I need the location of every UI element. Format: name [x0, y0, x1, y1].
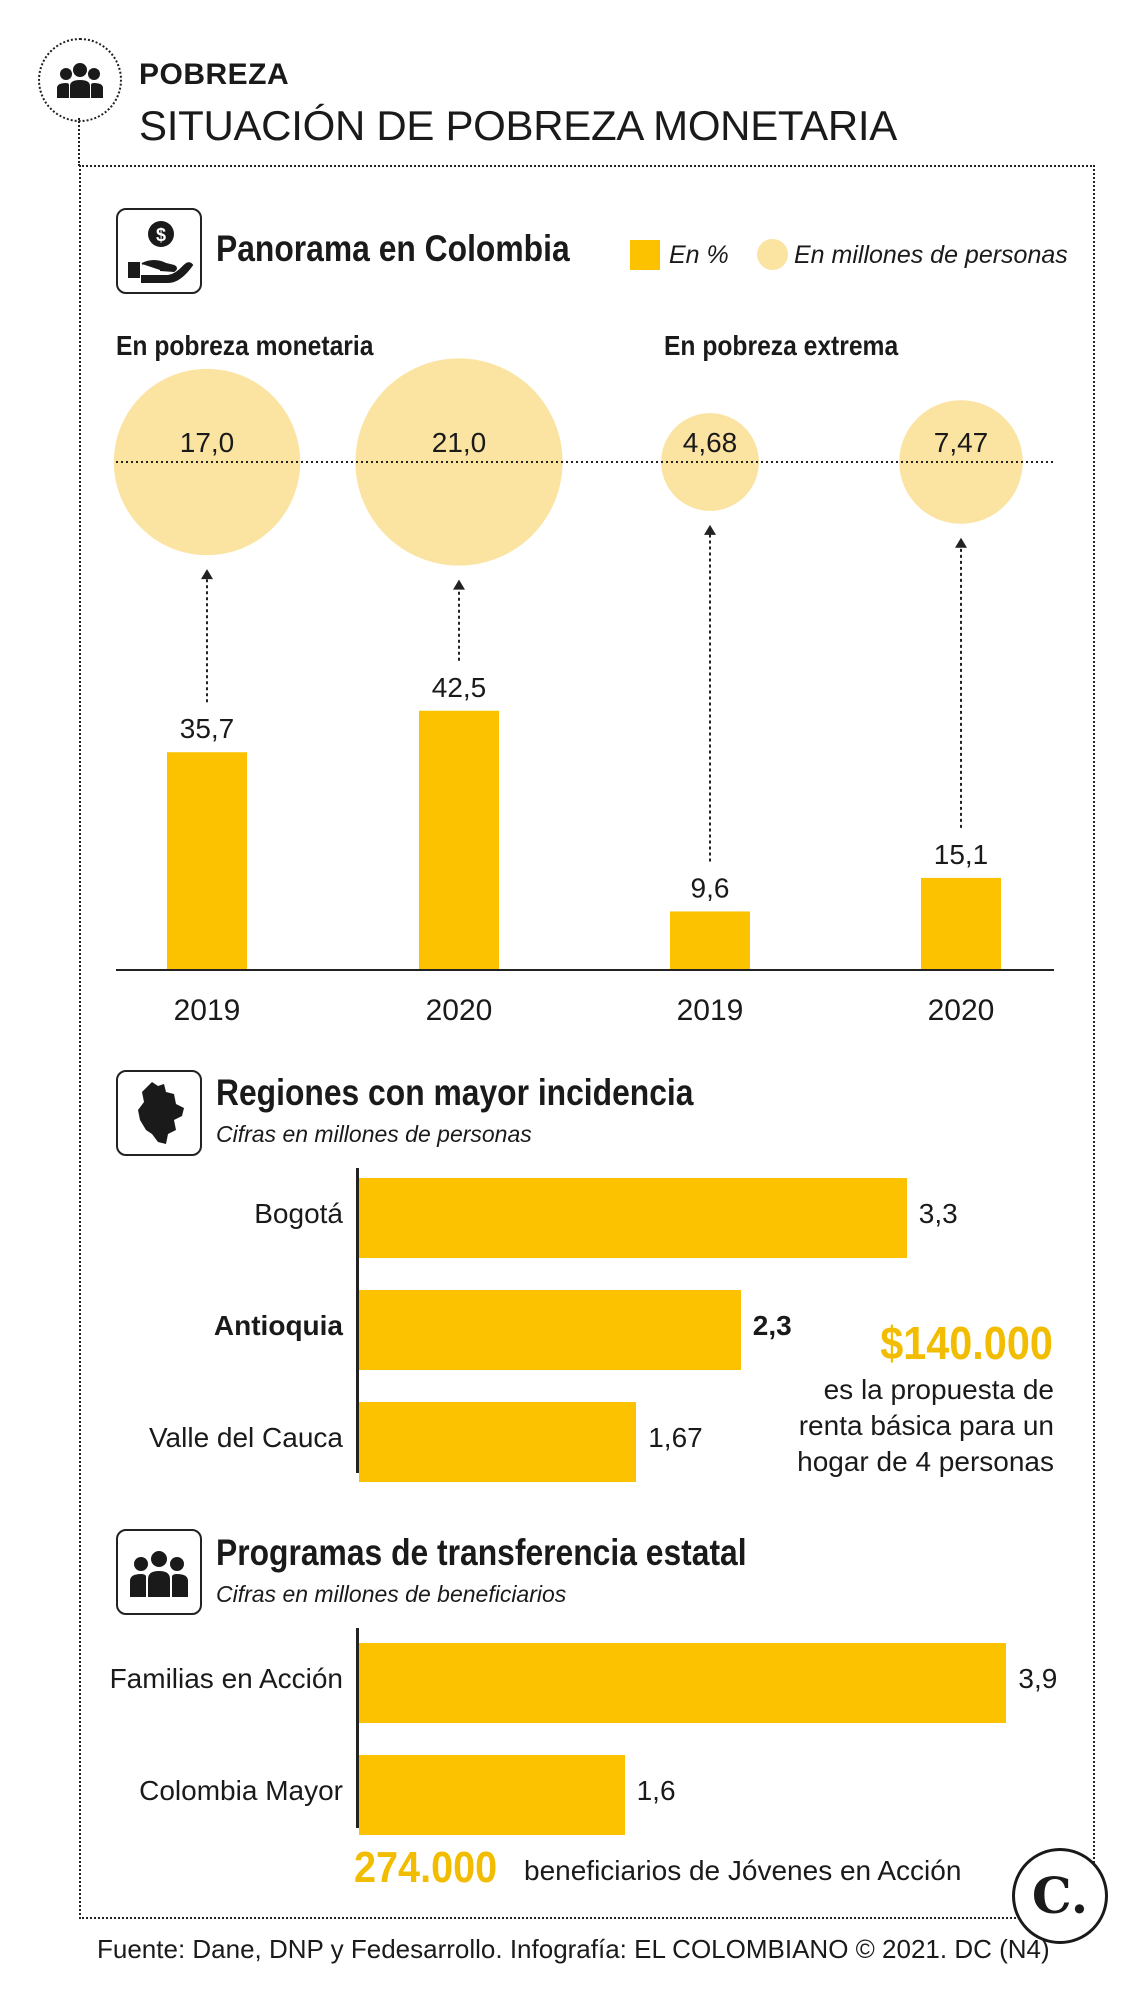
- percent-bar: [670, 911, 750, 970]
- people-bubble: [355, 358, 563, 566]
- hbar-category-label: Colombia Mayor: [139, 1775, 343, 1806]
- percent-value-label: 35,7: [180, 713, 235, 744]
- hbar: [359, 1290, 741, 1370]
- group-label-monetaria: En pobreza monetaria: [116, 330, 374, 361]
- percent-value-label: 9,6: [691, 872, 730, 903]
- hbar-category-label: Familias en Acción: [109, 1663, 343, 1694]
- people-value-label: 4,68: [683, 427, 738, 458]
- hbar-value-label: 3,9: [1018, 1663, 1058, 1694]
- hbar: [359, 1402, 637, 1482]
- hbar: [359, 1178, 907, 1258]
- callout-text: es la propuesta de renta básica para un …: [797, 1374, 1054, 1477]
- x-tick-label: 2020: [928, 994, 995, 1027]
- logo-letter: C.: [1031, 1866, 1089, 1925]
- callout-amount: $140.000: [880, 1317, 1053, 1369]
- hbar-value-label: 1,67: [648, 1422, 703, 1453]
- legend-percent-label: En %: [669, 241, 729, 269]
- people-value-label: 21,0: [432, 427, 487, 458]
- people-value-label: 7,47: [934, 427, 989, 458]
- x-tick-label: 2019: [174, 994, 241, 1027]
- regions-axis: [356, 1168, 359, 1473]
- svg-text:$: $: [156, 225, 166, 245]
- legend-people-swatch: [757, 239, 788, 270]
- regions-subtitle: Cifras en millones de personas: [216, 1121, 532, 1147]
- connector-arrowhead: [201, 569, 213, 580]
- percent-bar: [921, 877, 1001, 970]
- hbar-category-label: Antioquia: [213, 1310, 343, 1341]
- header-people-icon: [38, 38, 122, 122]
- hbar: [359, 1755, 625, 1835]
- content-frame: [79, 165, 1095, 1919]
- connector-arrowhead: [453, 579, 465, 590]
- programs-subtitle: Cifras en millones de beneficiarios: [216, 1581, 567, 1607]
- programs-title: Programas de transferencia estatal: [216, 1532, 747, 1573]
- hbar-category-label: Bogotá: [254, 1198, 343, 1229]
- kicker: POBREZA: [139, 58, 290, 91]
- panorama-chart: 17,0 21,0 4,68 7,47 35,7 42,5 9,6 15,1 2019 2020 2…: [113, 358, 1054, 1027]
- jovenes-text: beneficiarios de Jóvenes en Acción: [524, 1855, 962, 1886]
- jovenes-amount: 274.000: [354, 1843, 498, 1892]
- percent-value-label: 15,1: [934, 839, 989, 870]
- group-label-extrema: En pobreza extrema: [664, 330, 899, 361]
- percent-value-label: 42,5: [432, 672, 487, 703]
- source-note: Fuente: Dane, DNP y Fedesarrollo. Infogr…: [97, 1934, 1050, 1964]
- connector-arrowhead: [955, 537, 967, 548]
- percent-bar: [419, 710, 499, 970]
- regions-title: Regiones con mayor incidencia: [216, 1072, 694, 1113]
- colombia-map-icon: [116, 1070, 202, 1156]
- x-tick-label: 2019: [677, 994, 744, 1027]
- legend-people-label: En millones de personas: [794, 241, 1068, 269]
- people-group-icon: [116, 1529, 202, 1615]
- hbar-category-label: Valle del Cauca: [148, 1422, 343, 1453]
- programs-axis: [356, 1628, 359, 1828]
- people-value-label: 17,0: [180, 427, 235, 458]
- x-tick-label: 2020: [426, 994, 493, 1027]
- el-colombiano-logo: C.: [1012, 1848, 1108, 1944]
- hbar-value-label: 1,6: [636, 1775, 676, 1806]
- money-hand-icon: $: [116, 208, 202, 294]
- hbar: [359, 1643, 1007, 1723]
- panorama-title: Panorama en Colombia: [216, 228, 570, 269]
- hbar-value-label: 3,3: [918, 1198, 958, 1229]
- people-bubble: [661, 413, 759, 511]
- percent-bar: [167, 752, 247, 970]
- hbar-value-label: 2,3: [752, 1310, 792, 1341]
- legend-percent-swatch: [630, 240, 660, 270]
- page-title: SITUACIÓN DE POBREZA MONETARIA: [139, 102, 897, 149]
- connector-arrowhead: [704, 524, 716, 535]
